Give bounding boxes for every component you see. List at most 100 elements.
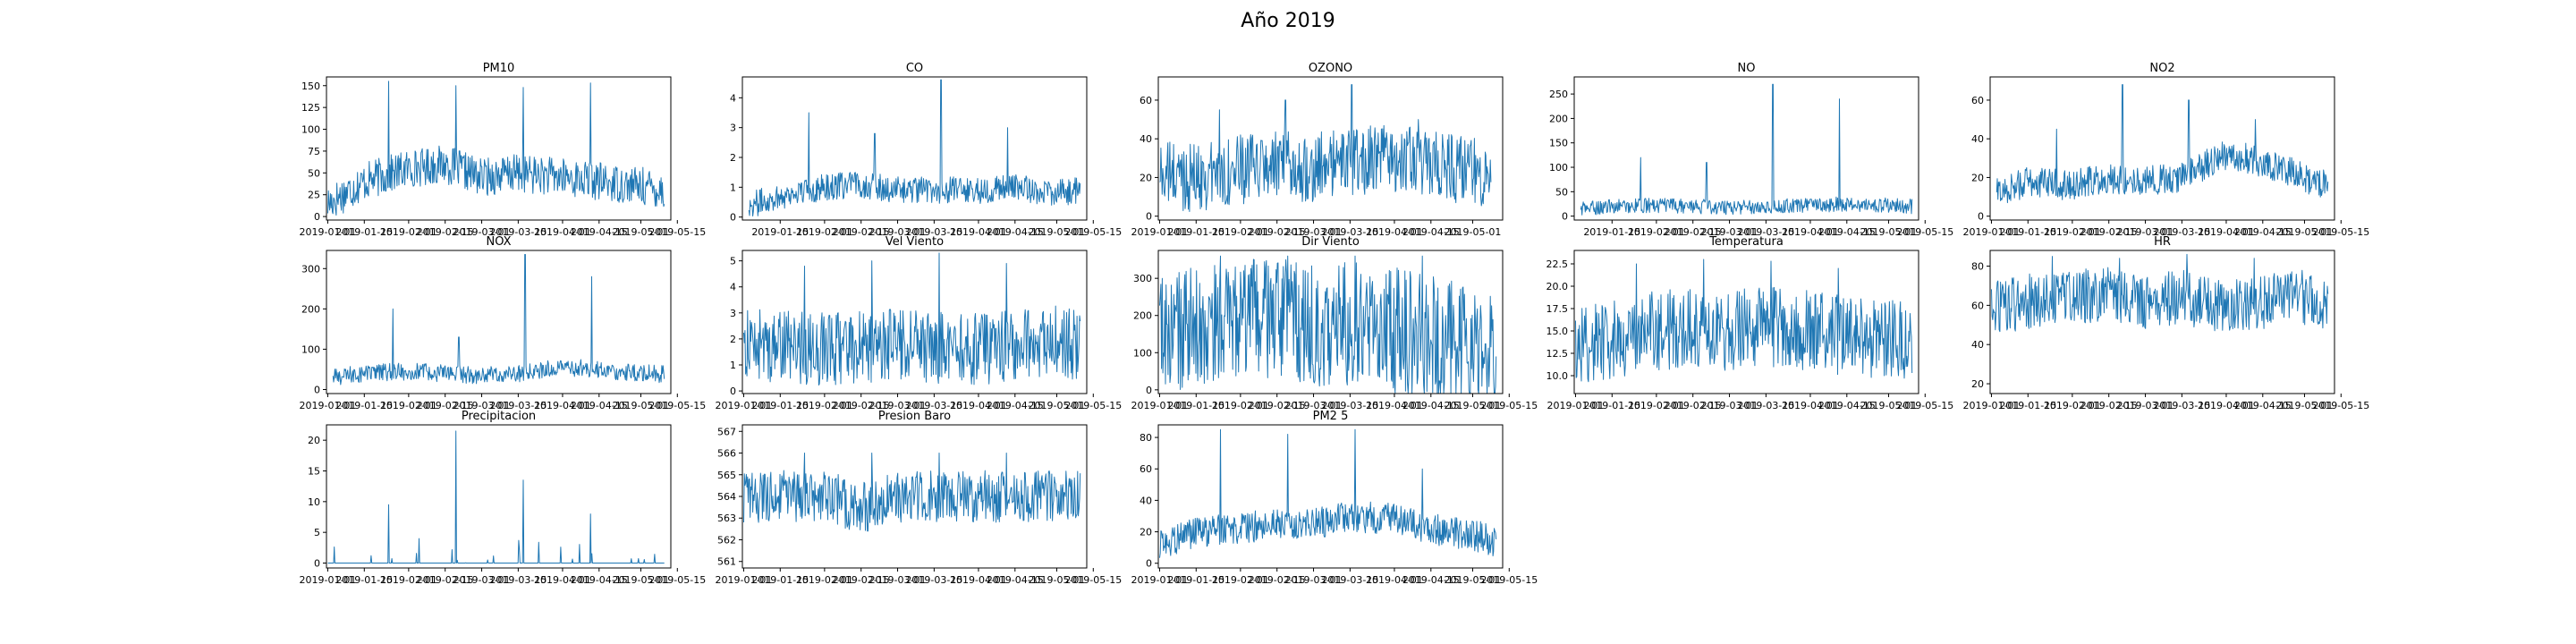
subplot-presion-baro: Presion Baro 561 562 563 564 565 566 567 2019-01… xyxy=(715,410,1122,586)
x-tick-label: 2019-05-01 xyxy=(2275,400,2333,411)
series-line xyxy=(327,80,665,216)
x-tick-label: 2019-05-15 xyxy=(2312,226,2369,238)
y-tick-label: 0 xyxy=(314,384,320,395)
y-tick-label: 10 xyxy=(308,496,320,508)
series-line xyxy=(1996,84,2329,204)
x-tick-label: 2019-01-15 xyxy=(1167,226,1224,238)
x-tick-label: 2019-01-15 xyxy=(1999,400,2056,411)
y-tick-label: 0 xyxy=(1146,385,1152,396)
y-tick-label: 2 xyxy=(730,152,736,164)
x-tick-label: 2019-05-15 xyxy=(1064,226,1122,238)
x-tick-label: 2019-03-15 xyxy=(489,400,547,411)
x-tick-label: 2019-01-01 xyxy=(1131,574,1188,586)
subplot-title: Precipitacion xyxy=(462,410,536,423)
series-line xyxy=(1159,255,1497,394)
x-tick-label: 2019-05-15 xyxy=(1896,400,1953,411)
x-tick-label: 2019-02-15 xyxy=(1249,226,1306,238)
x-tick-label: 2019-03-15 xyxy=(1321,400,1378,411)
x-tick-label: 2019-04-15 xyxy=(571,574,628,586)
axes-frame xyxy=(1157,76,1504,221)
y-tick-label: 100 xyxy=(1549,162,1568,174)
x-tick-label: 2019-03-15 xyxy=(489,574,547,586)
axes-frame xyxy=(1989,250,2335,394)
x-tick-label: 2019-04-01 xyxy=(1366,574,1423,586)
x-tick-label: 2019-04-15 xyxy=(2234,400,2292,411)
x-tick-label: 2019-01-15 xyxy=(1583,400,1640,411)
y-tick-label: 0 xyxy=(1146,558,1152,570)
axes-frame xyxy=(326,424,672,569)
x-tick-label: 2019-02-15 xyxy=(417,226,474,238)
y-tick-label: 566 xyxy=(717,448,736,460)
x-tick-label: 2019-03-15 xyxy=(489,226,547,238)
y-tick-label: 300 xyxy=(301,263,320,275)
y-tick-label: 150 xyxy=(1549,138,1568,149)
x-tick-label: 2019-04-15 xyxy=(987,400,1044,411)
y-tick-label: 60 xyxy=(1971,300,1984,311)
x-tick-label: 2019-02-15 xyxy=(1249,400,1306,411)
x-tick-label: 2019-03-15 xyxy=(1321,226,1378,238)
y-tick-label: 300 xyxy=(1133,273,1152,284)
y-tick-label: 20 xyxy=(308,435,320,446)
x-tick-label: 2019-04-15 xyxy=(1818,226,1876,238)
x-tick-label: 2019-04-01 xyxy=(534,400,591,411)
subplot-title: Temperatura xyxy=(1708,235,1784,249)
x-tick-label: 2019-04-15 xyxy=(987,226,1044,238)
axes-frame xyxy=(741,76,1088,221)
y-tick-label: 563 xyxy=(717,513,736,524)
y-tick-label: 20.0 xyxy=(1546,281,1569,292)
series-line xyxy=(332,254,665,386)
y-tick-label: 20 xyxy=(1140,172,1152,183)
series-line xyxy=(1159,428,1497,558)
x-tick-label: 2019-04-01 xyxy=(1782,226,1839,238)
subplot-nox: NOX01002003002019-01-012019-01-152019-02… xyxy=(299,235,706,411)
x-tick-label: 2019-01-15 xyxy=(751,226,809,238)
x-tick-label: 2019-02-01 xyxy=(1212,400,1269,411)
x-tick-label: 2019-03-01 xyxy=(869,226,927,238)
x-tick-label: 2019-03-01 xyxy=(1285,400,1343,411)
x-tick-label: 2019-04-01 xyxy=(1366,226,1423,238)
series-line xyxy=(748,79,1081,216)
x-tick-label: 2019-01-15 xyxy=(1167,400,1224,411)
y-tick-label: 15.0 xyxy=(1546,326,1569,337)
x-tick-label: 2019-05-01 xyxy=(1028,226,1085,238)
subplot-pm10: PM10 0 25 50 75 100 125 150 2019-01-012019-01-15… xyxy=(299,62,706,238)
y-tick-label: 20 xyxy=(1971,172,1984,183)
y-tick-label: 2 xyxy=(730,334,736,345)
x-tick-label: 2019-04-01 xyxy=(2198,226,2255,238)
y-tick-label: 4 xyxy=(730,282,736,293)
x-tick-label: 2019-05-15 xyxy=(1896,226,1953,238)
subplot-title: Vel Viento xyxy=(886,235,944,249)
x-tick-label: 2019-02-01 xyxy=(380,574,437,586)
x-tick-label: 2019-04-01 xyxy=(950,574,1007,586)
x-tick-label: 2019-05-01 xyxy=(1444,226,1501,238)
y-tick-label: 567 xyxy=(717,426,736,437)
subplot-precipitacion: Precipitacion 0 5 10 15 20 2019-01-012019-01-1… xyxy=(299,410,706,586)
series-line xyxy=(327,430,665,564)
subplot-title: PM2 5 xyxy=(1313,410,1349,423)
y-tick-label: 17.5 xyxy=(1546,303,1569,315)
x-tick-label: 2019-03-15 xyxy=(905,400,962,411)
x-tick-label: 2019-03-01 xyxy=(453,400,511,411)
y-tick-label: 0 xyxy=(1562,211,1568,223)
x-tick-label: 2019-05-01 xyxy=(1028,400,1085,411)
y-tick-label: 562 xyxy=(717,534,736,546)
series-line xyxy=(1575,258,1913,383)
x-tick-label: 2019-04-15 xyxy=(571,400,628,411)
x-tick-label: 2019-01-01 xyxy=(299,226,356,238)
subplot-title: Presion Baro xyxy=(878,410,951,423)
y-tick-label: 3 xyxy=(730,123,736,134)
y-tick-label: 10.0 xyxy=(1546,370,1569,382)
x-tick-label: 2019-01-01 xyxy=(1546,400,1604,411)
series-line xyxy=(743,252,1081,386)
y-tick-label: 80 xyxy=(1971,261,1984,273)
x-tick-label: 2019-02-01 xyxy=(796,400,853,411)
x-tick-label: 2019-02-15 xyxy=(833,400,890,411)
y-tick-label: 0 xyxy=(730,386,736,397)
y-tick-label: 3 xyxy=(730,308,736,319)
x-tick-label: 2019-03-01 xyxy=(869,400,927,411)
subplot-temperatura: Temperatura 10.0 12.5 15.0 17.5 20.0 22.5 2019-… xyxy=(1546,235,1954,411)
y-tick-label: 0 xyxy=(1978,211,1984,223)
x-tick-label: 2019-03-01 xyxy=(453,574,511,586)
x-tick-label: 2019-03-15 xyxy=(905,574,962,586)
y-tick-label: 250 xyxy=(1549,89,1568,100)
